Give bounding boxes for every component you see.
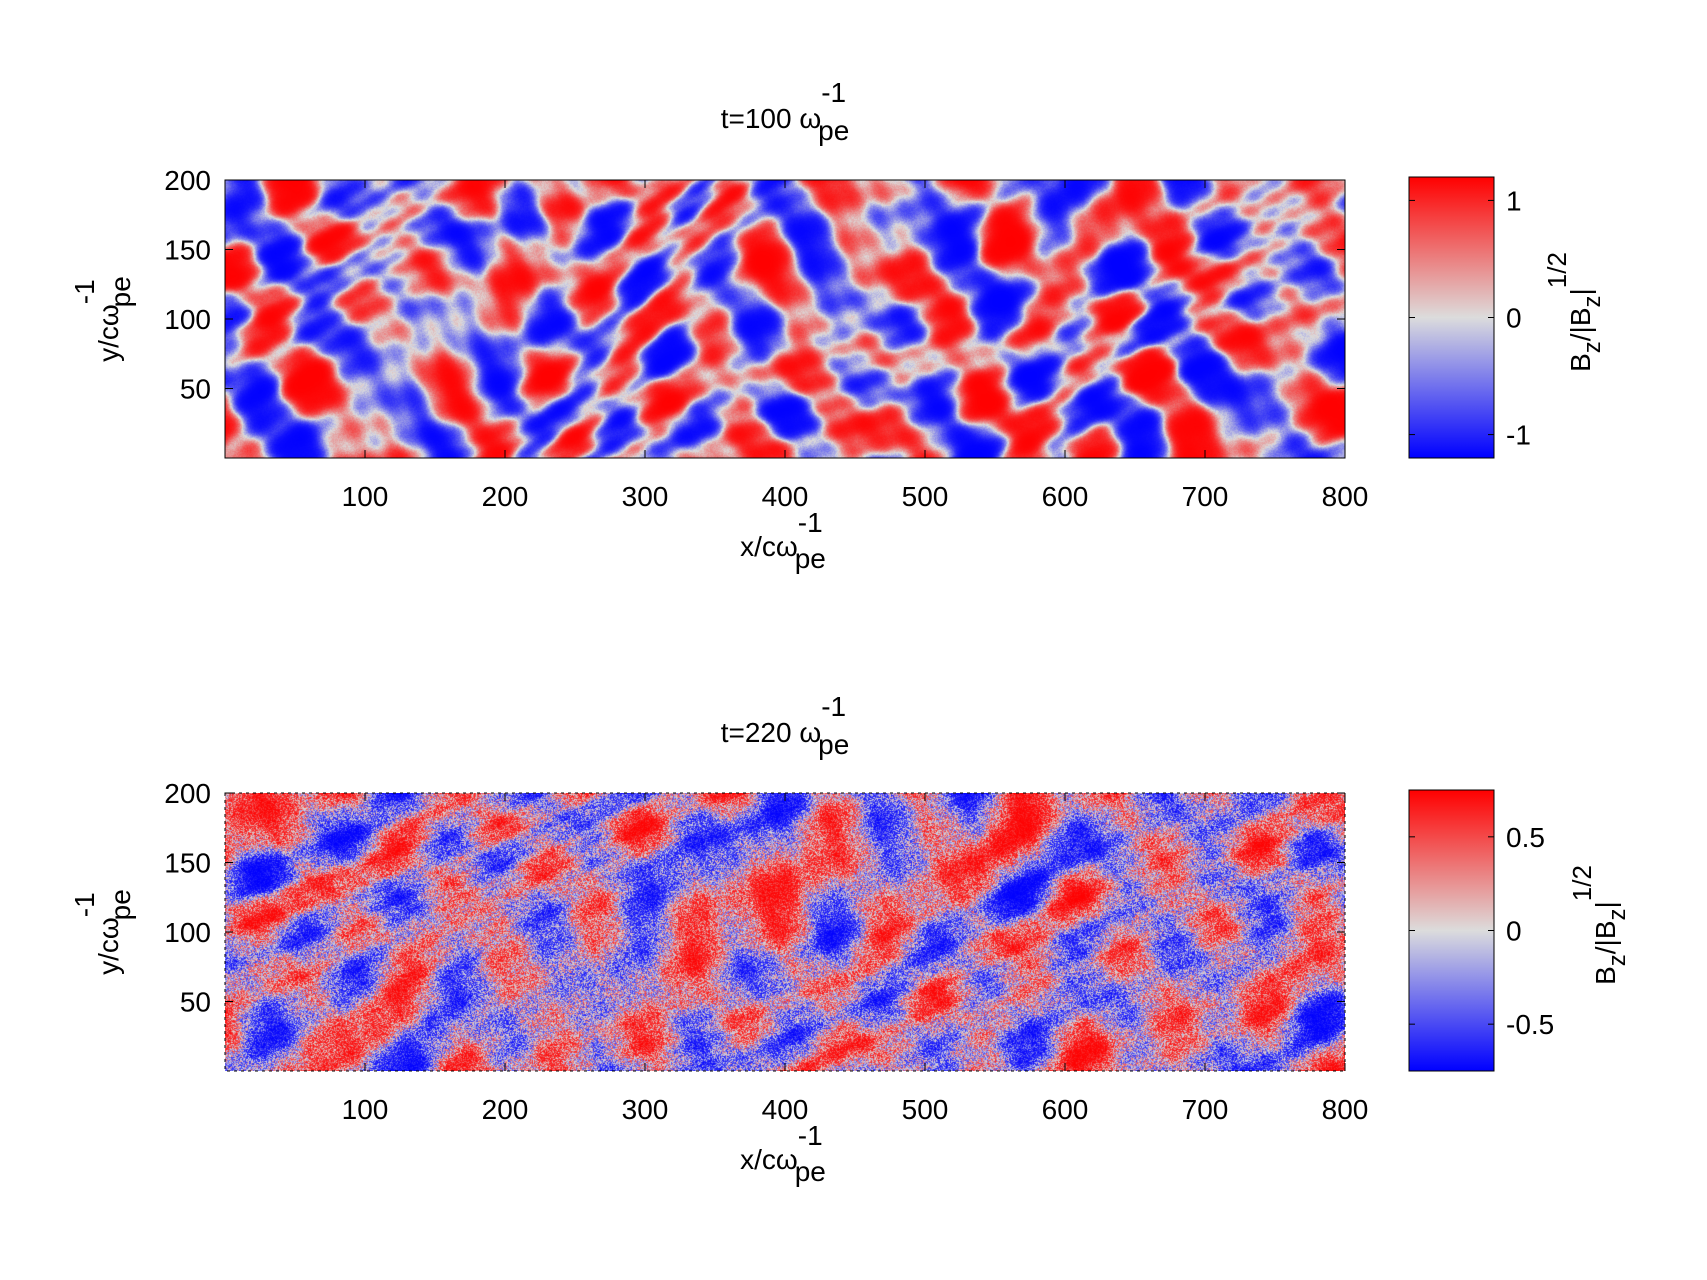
y-tick-label: 150 [164,235,211,266]
colorbar-tick-label: 0 [1506,303,1522,334]
x-tick-label: 600 [1042,481,1089,512]
panel-1-xlabel: x/cω-1 pe [740,507,826,574]
colorbar-tick-label: 0 [1506,916,1522,947]
panel-2-title: t=220 ω-1 pe [721,691,850,760]
y-tick-label: 50 [180,374,211,405]
x-tick-label: 300 [622,481,669,512]
colorbar-tick-label: -0.5 [1506,1009,1554,1040]
panel-1-colorbar-label: Bz/|Bz|1/2 [1542,252,1606,372]
panel-2-ylabel: y/cω-1 pe [69,889,136,975]
y-tick-label: 200 [164,778,211,809]
panel-1: t=100 ω-1 pe 100 200 300 400 500 600 700 8005010… [69,77,1606,574]
panel-1-title: t=100 ω-1 pe [721,77,850,146]
panel-1-colorbar [1409,177,1494,458]
panel-1-heatmap [225,180,1345,458]
panel-1-ylabel: y/cω-1 pe [69,276,136,362]
panel-2-heatmap [225,793,1345,1071]
y-tick-label: 50 [180,987,211,1018]
colorbar-tick-label: 0.5 [1506,822,1545,853]
y-tick-label: 150 [164,848,211,879]
x-tick-label: 800 [1322,1094,1369,1125]
x-tick-label: 100 [342,1094,389,1125]
x-tick-label: 300 [622,1094,669,1125]
y-tick-label: 200 [164,165,211,196]
y-tick-label: 100 [164,917,211,948]
x-tick-label: 800 [1322,481,1369,512]
x-tick-label: 500 [902,481,949,512]
x-tick-label: 500 [902,1094,949,1125]
y-tick-label: 100 [164,304,211,335]
colorbar-tick-label: 1 [1506,185,1522,216]
x-tick-label: 600 [1042,1094,1089,1125]
x-tick-label: 100 [342,481,389,512]
x-tick-label: 700 [1182,481,1229,512]
colorbar-tick-label: -1 [1506,420,1531,451]
x-tick-label: 200 [482,1094,529,1125]
panel-2-xlabel: x/cω-1 pe [740,1120,826,1187]
panel-2-colorbar [1409,790,1494,1071]
panel-2-colorbar-label: Bz/|Bz|1/2 [1567,865,1631,985]
panel-2: t=220 ω-1 pe 100 200 300 400 500 600 700 8005010… [69,691,1631,1187]
x-tick-label: 200 [482,481,529,512]
x-tick-label: 700 [1182,1094,1229,1125]
